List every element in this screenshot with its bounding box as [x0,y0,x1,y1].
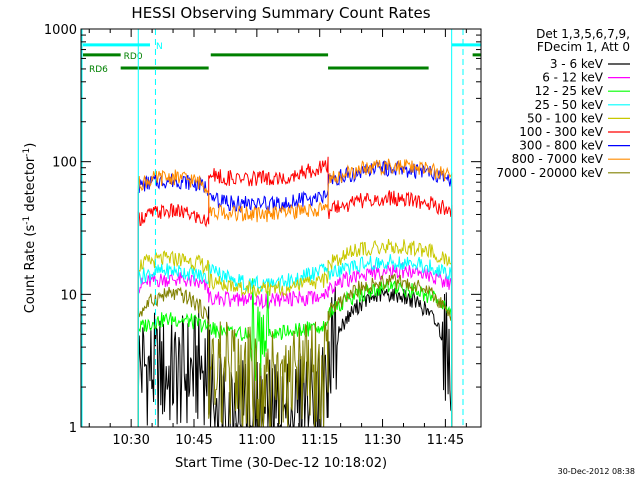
legend-label-7: 300 - 800 keV [519,139,603,153]
x-tick-label-3: 11:00 [238,433,275,448]
y-axis: 1 10 100 1000 [44,23,481,436]
series-line-2 [137,261,453,427]
x-tick-label-1: 10:30 [112,433,149,448]
y-tick-label-3: 100 [52,156,77,171]
legend-label-5: 50 - 100 keV [527,111,604,125]
y-axis-label-sup1: -1 [22,216,32,225]
plot-frame [80,28,482,428]
legend-header-1: Det 1,3,5,6,7,9, [536,27,630,41]
legend-label-6: 100 - 300 keV [519,125,603,139]
markers-layer [81,29,464,427]
x-tick-label-6: 11:45 [427,433,464,448]
y-tick-label-1: 1 [69,421,77,436]
y-tick-label-2: 10 [60,288,77,303]
series-line-8 [137,158,453,427]
legend: Det 1,3,5,6,7,9,FDecim 1, Att 0 3 - 6 keV… [496,27,630,180]
y-axis-label: Count Rate (s-1 detector-1) [22,143,38,314]
observing-bars-layer: N RD0 RD6 [82,42,481,75]
x-axis: 10:30 10:45 11:00 11:15 11:30 11:45 [88,29,467,448]
series-line-6 [137,156,453,427]
legend-label-9: 7000 - 20000 keV [496,166,603,180]
legend-label-8: 800 - 7000 keV [512,152,604,166]
y-axis-label-mid: detector [23,156,38,216]
legend-label-1: 3 - 6 keV [550,57,604,71]
series-line-9 [137,273,453,428]
legend-header-2: FDecim 1, Att 0 [537,40,630,54]
y-axis-label-sup2: -1 [22,148,32,157]
x-tick-label-2: 10:45 [175,433,212,448]
legend-label-4: 25 - 50 keV [535,98,604,112]
y-axis-label-main: Count Rate (s [23,225,38,314]
legend-label-3: 12 - 25 keV [535,84,604,98]
bar-label-rd0: RD0 [124,52,143,62]
bar-label-n: N [156,42,163,52]
chart-title: HESSI Observing Summary Count Rates [131,4,430,22]
legend-label-2: 6 - 12 keV [542,71,604,85]
x-axis-label: Start Time (30-Dec-12 10:18:02) [175,456,387,471]
series-layer [137,156,453,429]
y-tick-label-4: 1000 [44,23,77,38]
series-line-3 [137,278,453,427]
y-axis-label-tail: ) [23,143,38,148]
series-line-1 [137,286,453,429]
x-tick-label-4: 11:15 [301,433,338,448]
footer-timestamp: 30-Dec-2012 08:38 [558,467,635,476]
series-line-5 [137,238,453,427]
x-tick-label-5: 11:30 [364,433,401,448]
bar-label-rd6: RD6 [89,65,108,75]
